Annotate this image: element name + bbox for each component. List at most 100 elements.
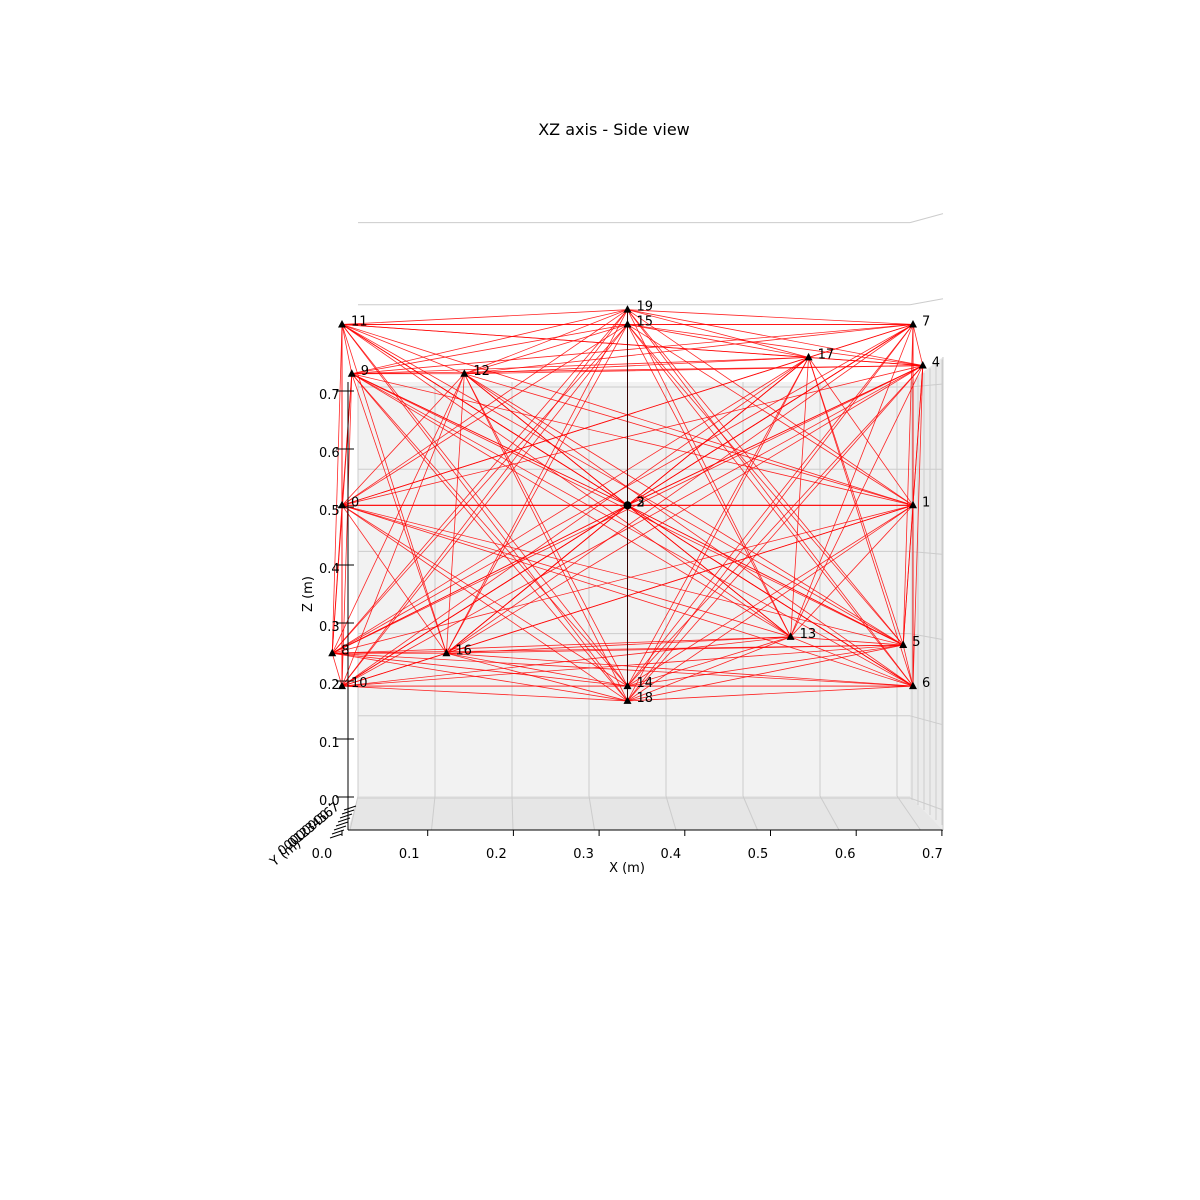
edge-line [627, 504, 914, 702]
edge-line [341, 324, 447, 654]
node-marker [338, 681, 346, 690]
edge-line [341, 504, 904, 646]
edge-line [627, 309, 809, 358]
node-label: 9 [361, 364, 369, 379]
edge-line [808, 357, 904, 646]
edge-line [332, 504, 628, 654]
y-tick-mark [331, 829, 345, 835]
edge-line [627, 324, 904, 646]
edge-line [627, 636, 791, 687]
edge-line [627, 324, 914, 687]
node-marker [918, 361, 927, 369]
node-label: 16 [455, 643, 472, 658]
grid-line-floor [511, 795, 514, 831]
edge-line [627, 309, 914, 687]
edge-line [912, 365, 924, 687]
edge-line [341, 324, 628, 702]
floor-pane [348, 796, 943, 830]
node-marker [908, 681, 917, 690]
edge-line [341, 373, 353, 687]
node-label: 3 [636, 495, 644, 510]
edge-line [341, 309, 628, 325]
y-tick-mark [335, 821, 349, 827]
edge-line [627, 636, 791, 702]
node-marker [328, 648, 337, 657]
node-marker [623, 305, 632, 313]
x-tick-label: 0.7 [922, 847, 943, 862]
z-tick-label: 0.7 [319, 388, 340, 403]
node-markers [328, 305, 927, 704]
y-tick-mark [343, 805, 357, 811]
edge-line [627, 324, 791, 638]
edge-line [331, 373, 465, 654]
edge-line [464, 373, 904, 646]
edge-line [351, 373, 447, 654]
edge-line [341, 309, 628, 687]
edge-line [341, 685, 628, 702]
node-marker [623, 696, 632, 704]
edge-line [627, 357, 809, 687]
edge-line [627, 309, 904, 646]
edge-line [790, 365, 924, 637]
grid-line-side [909, 633, 944, 641]
grid-line-floor [819, 795, 840, 831]
grid-line-side [909, 298, 944, 306]
edge-line [332, 652, 628, 702]
x-tick-label: 0.6 [835, 847, 856, 862]
node-label: 5 [912, 635, 920, 650]
node-label: 14 [636, 676, 653, 691]
edge-line [341, 636, 791, 687]
x-tick-label: 0.3 [573, 847, 594, 862]
grid-line-floor [431, 795, 436, 831]
x-axis-label: X (m) [609, 861, 645, 876]
edge-line [351, 324, 628, 375]
grid-line-side [909, 797, 944, 811]
z-tick-label: 0.1 [319, 736, 340, 751]
edge-line [790, 357, 809, 637]
node-marker [899, 640, 908, 649]
edge-line [351, 373, 914, 687]
edge-line [341, 324, 904, 646]
edge-line [341, 324, 809, 358]
edge-line [341, 652, 447, 687]
node-label: 0 [351, 495, 359, 510]
edge-line [902, 324, 914, 646]
edge-line [627, 324, 809, 358]
edge-line [446, 652, 628, 687]
edge-line [627, 324, 914, 702]
edge-line [331, 324, 343, 654]
edge-line [446, 324, 628, 654]
side-pane [910, 357, 943, 830]
edge-line [332, 357, 809, 654]
edge-line [627, 644, 904, 702]
edge-lines [331, 309, 924, 702]
z-tick-label: 0.4 [319, 562, 340, 577]
x-tick-label: 0.4 [660, 847, 681, 862]
edge-line [341, 324, 465, 375]
edge-line [341, 365, 923, 506]
y-tick-mark [339, 813, 353, 819]
edge-line [351, 324, 914, 375]
edge-line [464, 324, 628, 375]
node-marker [347, 369, 356, 377]
edge-line [332, 504, 914, 654]
edge-line [446, 504, 914, 654]
node-marker [623, 319, 632, 328]
edge-line [627, 504, 904, 646]
edge-line [341, 504, 791, 638]
edge-line [332, 636, 791, 654]
axes: 0.0 0.1 0.2 0.3 0.4 0.5 0.6 0.7 0.0 0.1 0.2 0.3 0.4 0… [275, 357, 944, 862]
edge-line [627, 357, 809, 702]
edge-line [790, 636, 914, 687]
edge-line [446, 373, 465, 654]
edge-line [808, 356, 923, 366]
z-tick-label: 0.6 [319, 446, 340, 461]
grid-line-floor [665, 795, 677, 831]
x-tick-label: 0.1 [399, 847, 420, 862]
node-label: 13 [800, 627, 817, 642]
node-label: 11 [351, 314, 368, 329]
node-marker [908, 500, 917, 509]
grid-line-floor [742, 795, 758, 831]
node-label: 10 [351, 676, 368, 691]
